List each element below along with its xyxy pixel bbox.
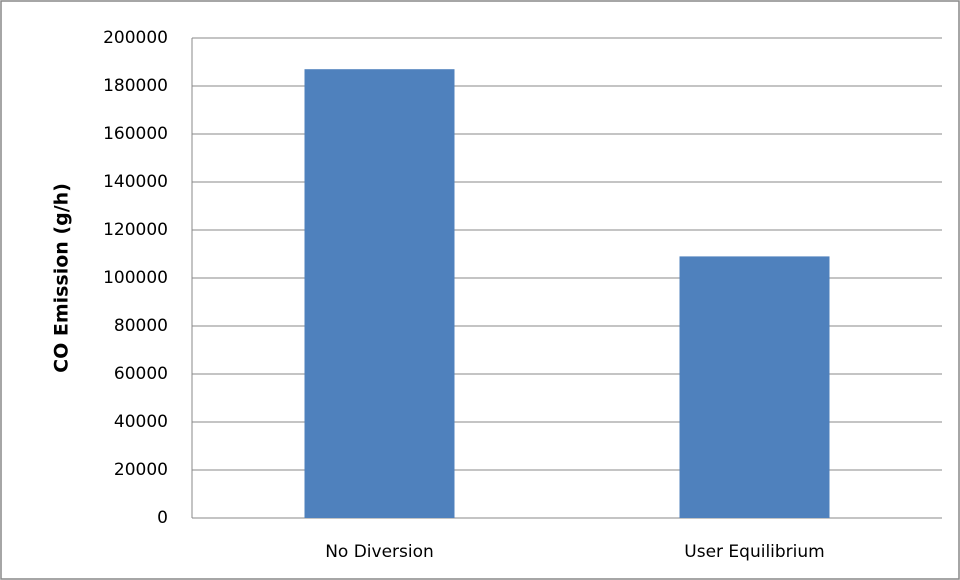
y-tick-label: 60000 bbox=[114, 364, 168, 384]
y-tick-label: 80000 bbox=[114, 316, 168, 336]
y-axis-label: CO Emission (g/h) bbox=[51, 183, 73, 373]
bar bbox=[304, 69, 455, 518]
y-tick-label: 20000 bbox=[114, 460, 168, 480]
y-tick-label: 180000 bbox=[103, 76, 168, 96]
y-tick-label: 140000 bbox=[103, 172, 168, 192]
y-tick-label: 160000 bbox=[103, 124, 168, 144]
x-tick-label: User Equilibrium bbox=[684, 542, 824, 562]
y-tick-label: 100000 bbox=[103, 268, 168, 288]
x-tick-label: No Diversion bbox=[325, 542, 434, 562]
y-tick-label: 40000 bbox=[114, 412, 168, 432]
bar bbox=[679, 256, 830, 518]
y-tick-label: 120000 bbox=[103, 220, 168, 240]
y-tick-label: 0 bbox=[157, 508, 168, 528]
y-tick-label: 200000 bbox=[103, 28, 168, 48]
